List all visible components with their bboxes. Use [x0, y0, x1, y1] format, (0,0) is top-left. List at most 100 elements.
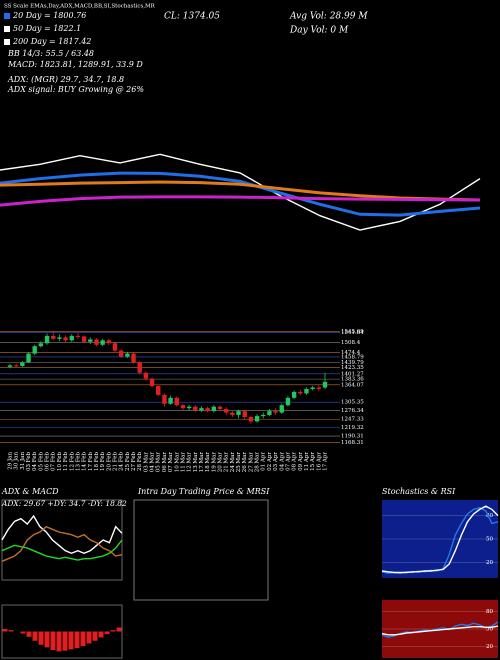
x-tick-label: 07 Feb [51, 452, 57, 472]
x-tick-label: 10 Mar [174, 452, 180, 473]
x-tick-label: 10 Feb [57, 452, 63, 472]
bar [50, 631, 56, 651]
y-tick-label: 1401.27 [341, 371, 364, 377]
bar [104, 631, 110, 635]
y-tick-label: 1545.69 [341, 329, 364, 335]
panel-title: Stochastics & RSI [382, 487, 456, 496]
candle-body [205, 408, 210, 412]
bb-text: BB 14/3: 55.5 / 63.48 [7, 49, 94, 58]
candle-body [26, 353, 31, 363]
adx-text: ADX: (MGR) 29.7, 34.7, 18.8 [7, 75, 124, 84]
candle-body [143, 372, 149, 379]
candle-body [75, 335, 81, 337]
x-tick-label: 21 Feb [113, 452, 119, 472]
x-tick-label: 11 Apr [304, 452, 310, 471]
bar [32, 631, 38, 641]
x-tick-label: 31 Jan [20, 452, 26, 470]
y-tick-label: 1439.79 [341, 360, 364, 366]
y-tick-label: 1458.79 [341, 354, 364, 360]
panel-frame [1, 604, 123, 659]
candle-body [51, 335, 56, 339]
candle-body [217, 406, 223, 410]
candle-body [291, 391, 297, 398]
series-line [1, 514, 123, 555]
candle-body [211, 406, 217, 412]
x-tick-label: 16 Apr [316, 452, 322, 471]
y-tick-label: 80 [486, 609, 493, 615]
x-tick-label: 07 Apr [285, 452, 291, 471]
x-tick-label: 15 Apr [310, 452, 316, 471]
y-tick-label: 1276.34 [341, 408, 364, 414]
candle-body [63, 337, 68, 341]
candle-body [112, 343, 118, 351]
bar [44, 631, 50, 648]
y-tick-label: 1168.31 [341, 440, 364, 446]
x-tick-label: 13 Mar [193, 452, 199, 473]
bar [116, 627, 122, 632]
legend-ma200: 200 Day = 1817.42 [12, 37, 91, 46]
panel-title: ADX & MACD [1, 487, 59, 496]
candle-body [69, 335, 74, 341]
x-tick-label: 05 Feb [38, 452, 44, 472]
x-tick-label: 12 Feb [69, 452, 75, 472]
y-tick-label: 1364.07 [341, 382, 364, 388]
candle-body [242, 411, 247, 417]
candle-body [316, 387, 322, 389]
x-tick-label: 06 Feb [45, 452, 51, 472]
bar [74, 631, 80, 649]
x-tick-label: 01 Apr [261, 452, 267, 471]
panel-subtitle: ADX: 29.67 +DY: 34.7 -DY: 18.82 [1, 499, 127, 508]
candle-body [156, 386, 161, 395]
candle-body [162, 394, 167, 404]
x-tick-label: 17 Feb [88, 452, 94, 472]
x-tick-label: 26 Mar [242, 452, 248, 473]
y-tick-label: 1508.4 [341, 340, 361, 346]
x-tick-label: 11 Mar [180, 452, 186, 473]
bar [68, 631, 74, 650]
candle-body [174, 397, 179, 406]
bar [26, 631, 32, 637]
legend-ma50: 50 Day = 1822.1 [13, 24, 81, 33]
candle-body [168, 397, 173, 404]
x-tick-label: 12 Mar [187, 452, 193, 473]
series-line [0, 195, 481, 207]
series-line [381, 625, 499, 636]
candle-body [298, 391, 303, 394]
candle-body [304, 388, 309, 394]
x-tick-label: 19 Feb [100, 452, 106, 472]
candle-body [230, 412, 235, 415]
x-tick-label: 03 Mar [143, 452, 149, 473]
bar [8, 630, 14, 632]
candle-body [180, 405, 186, 409]
x-tick-label: 06 Mar [162, 452, 168, 473]
x-tick-label: 18 Feb [94, 452, 100, 472]
y-tick-label: 1541.84 [341, 330, 364, 336]
bar [92, 631, 98, 641]
y-tick-label: 1219.32 [341, 425, 364, 431]
avg-vol: Avg Vol: 28.99 M [289, 12, 368, 22]
macd-text: MACD: 1823.81, 1289.91, 33.9 D [7, 60, 143, 69]
x-tick-label: 17 Mar [199, 452, 205, 473]
candle-body [236, 411, 241, 415]
candle-body [279, 405, 284, 413]
x-tick-label: 27 Mar [248, 452, 254, 473]
candle-body [88, 339, 93, 342]
candle-body [254, 416, 260, 422]
candle-body [193, 406, 198, 411]
x-tick-label: 18 Mar [205, 452, 211, 473]
x-tick-label: 20 Mar [218, 452, 224, 473]
candle-body [94, 339, 99, 345]
x-tick-label: 29 Jan [8, 452, 14, 470]
bar [38, 631, 44, 645]
top-line: SS Scale EMAs,Day,ADX,MACD,BB,SI,Stochas… [4, 4, 156, 10]
bar [110, 630, 116, 632]
candle-body [149, 378, 155, 387]
legend-swatch [4, 39, 10, 45]
y-tick-label: 1423.35 [341, 365, 364, 371]
candle-body [100, 340, 105, 345]
x-tick-label: 24 Mar [230, 452, 236, 473]
x-tick-label: 04 Feb [32, 452, 38, 472]
x-tick-label: 03 Apr [273, 452, 279, 471]
bar [98, 631, 104, 638]
series-line [0, 153, 481, 231]
